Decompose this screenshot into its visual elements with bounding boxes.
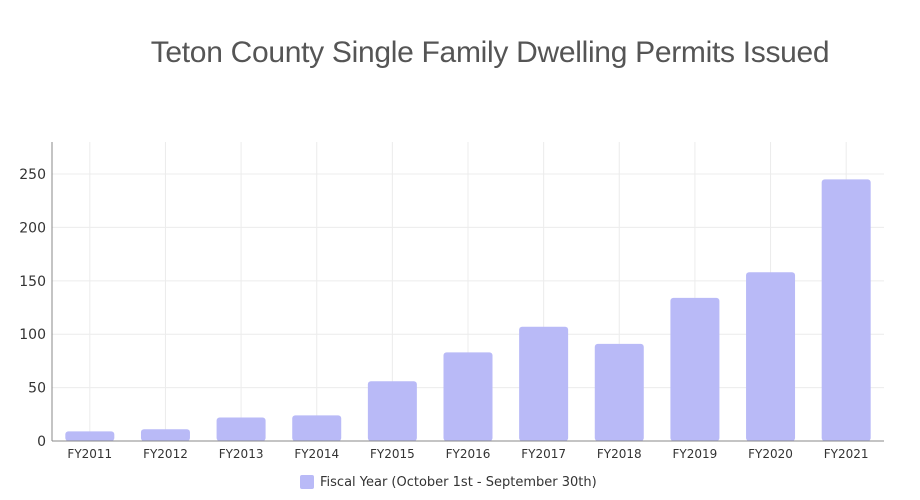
x-axis-tick-labels: FY2011 FY2012 FY2013 FY2014 FY2015 FY2016 FY20… bbox=[67, 447, 868, 461]
x-tick-label: FY2019 bbox=[673, 447, 718, 461]
bar-fy2019[interactable] bbox=[670, 297, 720, 441]
x-tick-label: FY2018 bbox=[597, 447, 642, 461]
bar-fy2021[interactable] bbox=[821, 179, 871, 441]
y-axis-tick-labels: 0 50 100 150 200 250 bbox=[19, 167, 46, 450]
bar-fy2015[interactable] bbox=[367, 381, 417, 441]
x-tick-label: FY2014 bbox=[294, 447, 339, 461]
x-tick-label: FY2012 bbox=[143, 447, 188, 461]
y-tick-label: 0 bbox=[37, 434, 46, 450]
bar-fy2011[interactable] bbox=[65, 431, 115, 441]
x-tick-label: FY2016 bbox=[446, 447, 491, 461]
legend-swatch bbox=[300, 475, 314, 489]
axes bbox=[51, 142, 884, 442]
x-tick-label: FY2015 bbox=[370, 447, 415, 461]
y-tick-label: 200 bbox=[19, 220, 46, 236]
legend-label: Fiscal Year (October 1st - September 30t… bbox=[320, 474, 597, 490]
bar-fy2014[interactable] bbox=[292, 415, 342, 441]
bar-fy2012[interactable] bbox=[140, 429, 190, 441]
bars bbox=[65, 179, 871, 441]
chart-title: Teton County Single Family Dwelling Perm… bbox=[150, 36, 830, 69]
bar-fy2013[interactable] bbox=[216, 417, 266, 441]
x-tick-label: FY2020 bbox=[748, 447, 793, 461]
y-tick-label: 100 bbox=[19, 327, 46, 343]
bar-fy2018[interactable] bbox=[594, 343, 644, 441]
x-tick-label: FY2017 bbox=[521, 447, 566, 461]
bar-fy2016[interactable] bbox=[443, 352, 493, 441]
bar-fy2020[interactable] bbox=[746, 272, 796, 441]
y-tick-label: 250 bbox=[19, 167, 46, 183]
y-tick-label: 150 bbox=[19, 274, 46, 290]
y-tick-label: 50 bbox=[28, 381, 46, 397]
x-tick-label: FY2011 bbox=[67, 447, 112, 461]
legend[interactable]: Fiscal Year (October 1st - September 30t… bbox=[300, 472, 597, 492]
x-tick-label: FY2013 bbox=[219, 447, 264, 461]
bar-fy2017[interactable] bbox=[519, 326, 569, 441]
x-tick-label: FY2021 bbox=[824, 447, 869, 461]
